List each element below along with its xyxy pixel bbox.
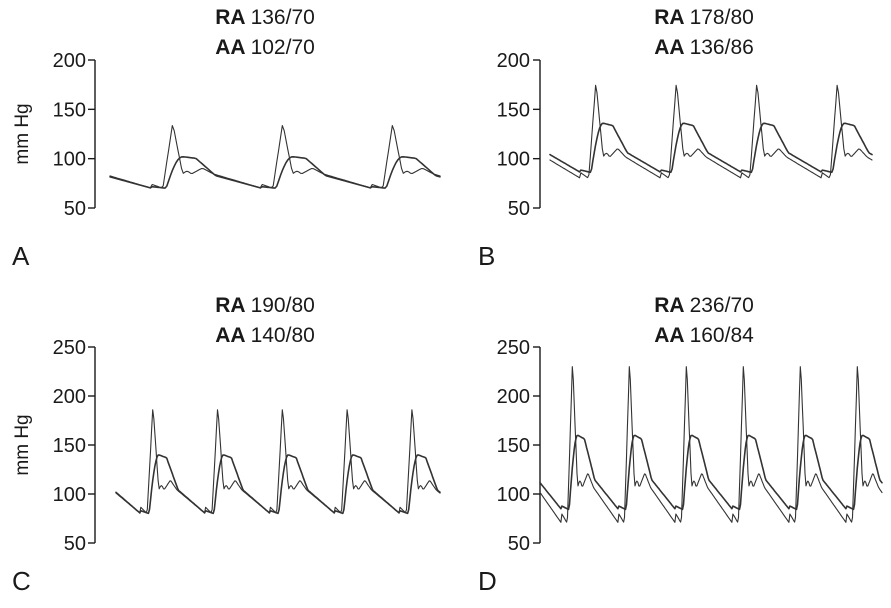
y-tick-label: 100 bbox=[497, 149, 530, 171]
y-tick-label: 200 bbox=[53, 50, 86, 72]
header-ra-value: 236/70 bbox=[690, 294, 754, 317]
y-tick-label: 200 bbox=[497, 50, 530, 72]
trace-aa bbox=[539, 434, 883, 511]
trace-ra bbox=[549, 84, 873, 179]
header-ra-label: RA bbox=[654, 6, 689, 29]
trace-aa bbox=[109, 156, 441, 189]
y-tick-label: 150 bbox=[497, 435, 530, 457]
header-aa-value: 102/70 bbox=[251, 36, 315, 59]
y-tick-label: 150 bbox=[497, 99, 530, 121]
header-ra-value: 136/70 bbox=[251, 6, 315, 29]
panel-letter: A bbox=[12, 241, 30, 271]
panel-letter: C bbox=[12, 566, 31, 596]
y-tick-label: 50 bbox=[508, 533, 530, 555]
header-ra-value: 190/80 bbox=[251, 294, 315, 317]
header-ra-value: 178/80 bbox=[690, 6, 754, 29]
panel-letter: D bbox=[478, 566, 497, 596]
header-aa: AA 140/80 bbox=[215, 324, 315, 347]
y-tick-label: 100 bbox=[53, 149, 86, 171]
y-tick-label: 250 bbox=[53, 337, 86, 359]
y-tick-label: 50 bbox=[508, 198, 530, 220]
header-aa: AA 136/86 bbox=[654, 36, 754, 59]
y-tick-label: 100 bbox=[497, 484, 530, 506]
header-aa-label: AA bbox=[654, 324, 689, 347]
y-tick-label: 200 bbox=[497, 386, 530, 408]
panel-letter: B bbox=[478, 241, 495, 271]
header-aa-value: 160/84 bbox=[690, 324, 755, 347]
trace-ra bbox=[115, 409, 441, 514]
y-tick-label: 50 bbox=[64, 533, 86, 555]
y-tick-label: 200 bbox=[53, 386, 86, 408]
trace-ra bbox=[539, 366, 883, 523]
header-aa-label: AA bbox=[215, 36, 250, 59]
header-aa-label: AA bbox=[654, 36, 689, 59]
header-ra: RA 136/70 bbox=[215, 6, 315, 29]
header-ra: RA 178/80 bbox=[654, 6, 754, 29]
y-axis-label: mm Hg bbox=[12, 103, 33, 164]
header-aa: AA 160/84 bbox=[654, 324, 754, 347]
trace-ra bbox=[109, 125, 441, 189]
header-ra: RA 190/80 bbox=[215, 294, 315, 317]
header-aa-value: 140/80 bbox=[251, 324, 315, 347]
y-tick-label: 100 bbox=[53, 484, 86, 506]
header-aa-label: AA bbox=[215, 324, 250, 347]
header-ra-label: RA bbox=[215, 6, 250, 29]
header-ra-label: RA bbox=[654, 294, 689, 317]
trace-aa bbox=[115, 454, 441, 515]
header-ra: RA 236/70 bbox=[654, 294, 754, 317]
trace-aa bbox=[549, 122, 873, 174]
header-ra-label: RA bbox=[215, 294, 250, 317]
header-aa: AA 102/70 bbox=[215, 36, 315, 59]
y-tick-label: 50 bbox=[64, 198, 86, 220]
y-tick-label: 150 bbox=[53, 435, 86, 457]
y-tick-label: 250 bbox=[497, 337, 530, 359]
y-tick-label: 150 bbox=[53, 99, 86, 121]
header-aa-value: 136/86 bbox=[690, 36, 754, 59]
y-axis-label: mm Hg bbox=[12, 414, 33, 475]
